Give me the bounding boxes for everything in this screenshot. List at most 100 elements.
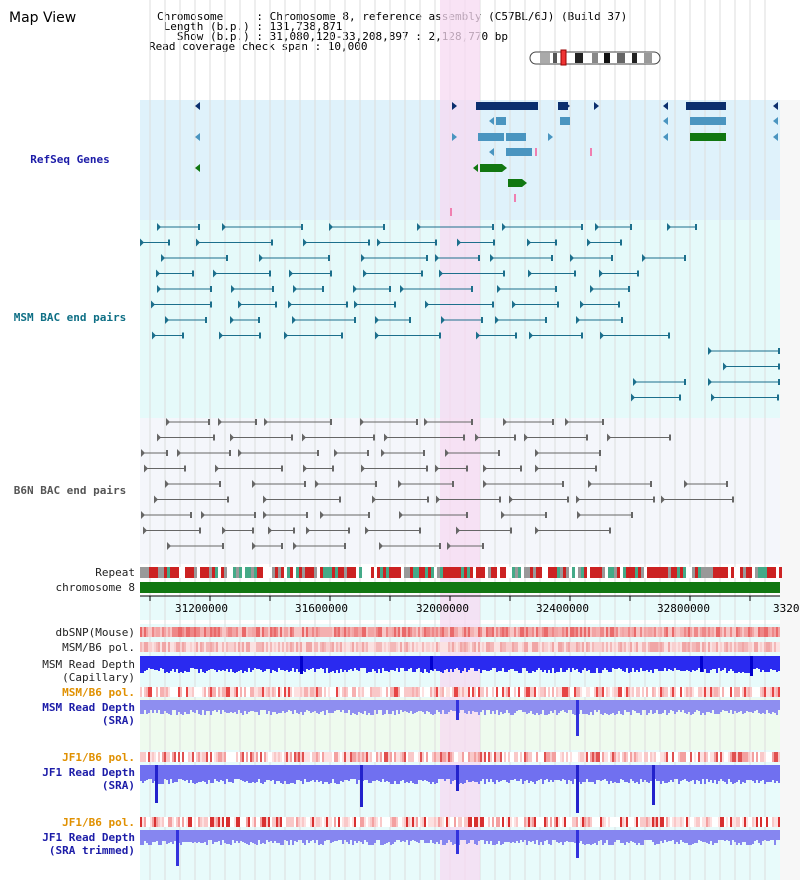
msm-depth-cap-bar	[742, 656, 744, 672]
refseq-track-label[interactable]: RefSeq Genes	[30, 153, 110, 166]
jf1-pol-trim-cell	[740, 817, 742, 827]
msm-pol-sra-cell	[726, 687, 728, 697]
msm-depth-sra-bar	[412, 700, 414, 714]
jf1-pol-cell	[560, 752, 562, 762]
dbsnp-cell	[510, 627, 512, 637]
jf1-pol-cell	[388, 752, 390, 762]
msm-depth-sra-bar	[660, 700, 662, 714]
repeat-segment	[569, 567, 572, 578]
jf1-depth-trim-bar	[364, 830, 366, 840]
jf1-depth-trimmed-label-1[interactable]: JF1 Read Depth	[42, 831, 135, 844]
jf1-pol-trim-cell	[506, 817, 508, 827]
bac-end-marker	[332, 465, 334, 472]
jf1-pol-cell	[406, 752, 408, 762]
jf1-depth-trim-bar	[238, 830, 240, 843]
jf1-pol-trim-cell	[608, 817, 610, 827]
msm-pol-cell	[744, 642, 746, 652]
msm-depth-sra-label-1[interactable]: MSM Read Depth	[42, 701, 135, 714]
msm-depth-sra-bar	[666, 700, 668, 715]
repeat-segment	[386, 567, 389, 578]
jf1-pol-cell	[686, 752, 688, 762]
bac-end-marker	[166, 418, 170, 426]
msm-depth-sra-bar	[506, 700, 508, 710]
jf1-pol-trim-cell	[446, 817, 448, 827]
jf1-depth-trim-bar	[466, 830, 468, 844]
selection-highlight[interactable]	[440, 0, 480, 880]
jf1-b6-pol-trimmed-label[interactable]: JF1/B6 pol.	[62, 816, 135, 829]
jf1-pol-cell	[680, 752, 682, 762]
msm-pol-cell	[442, 642, 444, 652]
msm-b6-pol-label[interactable]: MSM/B6 pol.	[62, 641, 135, 654]
msm-depth-sra-bar	[726, 700, 728, 711]
msm-depth-sra-bar	[378, 700, 380, 710]
dbsnp-cell	[746, 627, 748, 637]
msm-depth-sra-bar	[534, 700, 536, 715]
msm-pol-cell	[426, 642, 428, 652]
msm-depth-cap-bar	[494, 656, 496, 668]
jf1-depth-sra-bar	[152, 765, 154, 783]
jf1-depth-trim-bar	[528, 830, 530, 841]
jf1-pol-cell	[580, 752, 582, 762]
jf1-b6-pol-label[interactable]: JF1/B6 pol.	[62, 751, 135, 764]
jf1-pol-cell	[324, 752, 326, 762]
jf1-pol-cell	[508, 752, 510, 762]
bac-end-marker	[341, 332, 343, 339]
msm-depth-sra-bar	[322, 700, 324, 711]
dbsnp-cell	[734, 627, 736, 637]
msm-pol-cell	[204, 642, 206, 652]
jf1-pol-cell	[702, 752, 704, 762]
jf1-pol-cell	[242, 752, 244, 762]
msm-pol-sra-cell	[766, 687, 768, 697]
msm-pol-sra-cell	[378, 687, 380, 697]
bac-end-marker	[215, 464, 219, 473]
msm-pol-sra-cell	[608, 687, 610, 697]
msm-depth-sra-bar	[186, 700, 188, 714]
msm-pol-sra-cell	[392, 687, 394, 697]
bac-end-marker	[570, 254, 574, 262]
jf1-pol-cell	[558, 752, 560, 762]
msm-pol-sra-cell	[602, 687, 604, 697]
jf1-depth-trim-bar	[340, 830, 342, 840]
msm-depth-sra-bar	[232, 700, 234, 713]
msm-pol-cell	[176, 642, 178, 652]
b6n-bac-pairs-layer[interactable]	[141, 418, 734, 550]
dbsnp-cell	[406, 627, 408, 637]
dbsnp-cell	[686, 627, 688, 637]
msm-depth-sra-bar	[738, 700, 740, 712]
msm-depth-cap-bar	[196, 656, 198, 669]
jf1-pol-cell	[174, 752, 176, 762]
jf1-pol-cell	[150, 752, 152, 762]
msm-bac-pairs-layer[interactable]	[140, 223, 780, 402]
repeat-segment	[434, 567, 437, 578]
msm-depth-capillary-label-1[interactable]: MSM Read Depth	[42, 658, 135, 671]
b6n-bac-track-label[interactable]: B6N BAC end pairs	[13, 484, 127, 497]
jf1-depth-sra-label-1[interactable]: JF1 Read Depth	[42, 766, 135, 779]
jf1-pol-trim-cell	[216, 817, 218, 827]
chromosome-ideogram[interactable]	[529, 49, 661, 66]
repeat-segment	[671, 567, 674, 578]
jf1-depth-sra-bar	[356, 765, 358, 784]
jf1-pol-cell	[546, 752, 548, 762]
dbsnp-label[interactable]: dbSNP(Mouse)	[55, 626, 135, 639]
msm-depth-sra-bar	[742, 700, 744, 714]
refseq-genes-layer[interactable]	[195, 102, 778, 216]
dbsnp-cell	[750, 627, 752, 637]
jf1-depth-trim-bar	[452, 830, 454, 845]
msm-pol-cell	[496, 642, 498, 652]
msm-pol-cell	[650, 642, 652, 652]
msm-depth-sra-bar	[266, 700, 268, 714]
msm-depth-sra-bar	[588, 700, 590, 715]
bac-end-marker	[609, 527, 611, 534]
repeat-segment	[380, 567, 383, 578]
msm-depth-sra-bar	[202, 700, 204, 710]
bac-end-marker	[394, 301, 396, 308]
msm-pol-cell	[760, 642, 762, 652]
dbsnp-cell	[388, 627, 390, 637]
msm-bac-track-label[interactable]: MSM BAC end pairs	[13, 311, 127, 324]
msm-pol-sra-cell	[582, 687, 584, 697]
repeat-segment	[458, 567, 461, 578]
jf1-pol-trim-cell	[372, 817, 374, 827]
jf1-pol-cell	[764, 752, 766, 762]
msm-depth-sra-bar	[408, 700, 410, 713]
msm-b6-pol-sra-label[interactable]: MSM/B6 pol.	[62, 686, 135, 699]
